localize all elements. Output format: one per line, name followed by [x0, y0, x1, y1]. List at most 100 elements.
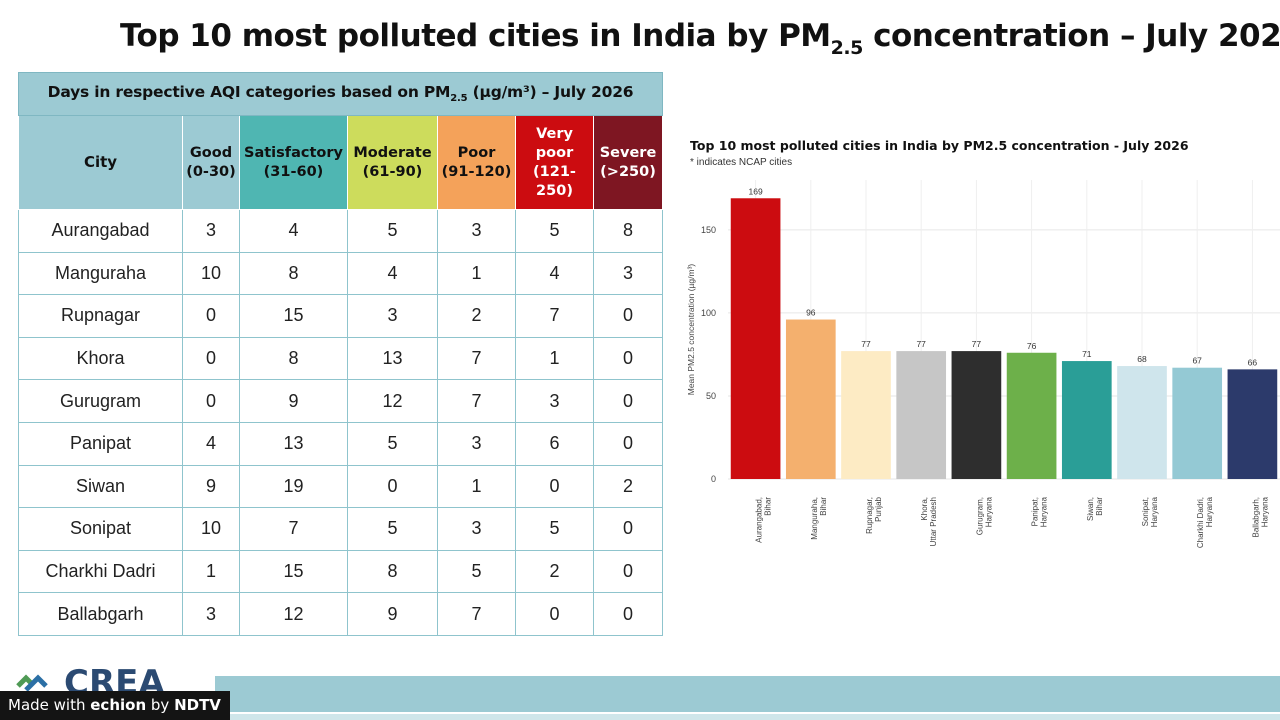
crea-logo-mark-icon — [16, 674, 48, 692]
header-good: Good (0-30) — [182, 115, 240, 210]
city-cell: Manguraha — [18, 251, 183, 296]
bar-value-label: 77 — [916, 339, 926, 349]
days-cell-moderate: 0 — [347, 464, 438, 509]
table-row: Charkhi Dadri 1 15 8 5 2 0 — [18, 549, 664, 594]
header-label: Very poor — [535, 125, 574, 161]
x-tick-label-line: Aurangabad, — [755, 497, 764, 543]
header-severe: Severe (>250) — [592, 115, 664, 210]
days-cell-good: 1 — [182, 549, 240, 594]
x-tick-label-line: Sonipat, — [1141, 497, 1150, 526]
header-range: (>250) — [600, 163, 656, 180]
table-row: Gurugram 0 9 12 7 3 0 — [18, 379, 664, 423]
y-axis-label: Mean PM2.5 concentration (µg/m³) — [686, 264, 696, 396]
days-cell-very-poor: 6 — [515, 421, 594, 466]
days-cell-severe: 8 — [592, 209, 664, 253]
table-caption: Days in respective AQI categories based … — [17, 72, 664, 116]
city-cell: Rupnagar — [18, 294, 183, 338]
bar-value-label: 66 — [1248, 357, 1258, 367]
days-cell-satisfactory: 15 — [239, 549, 348, 594]
days-cell-poor: 2 — [437, 294, 516, 338]
header-very-poor: Very poor (121-250) — [515, 115, 594, 210]
days-cell-very-poor: 0 — [515, 592, 594, 636]
chart-subtitle: * indicates NCAP cities — [690, 157, 793, 168]
days-cell-moderate: 4 — [347, 251, 438, 296]
x-tick-label-line: Rupnagar, — [865, 497, 874, 534]
days-cell-very-poor: 2 — [515, 549, 594, 594]
city-cell: Ballabgarh — [18, 592, 183, 636]
days-cell-satisfactory: 15 — [239, 294, 348, 338]
x-tick-label-line: Haryana — [1150, 496, 1159, 527]
x-tick-label-line: Ballabgarh, — [1251, 497, 1260, 537]
x-tick-label-line: Haryana — [984, 496, 993, 527]
header-satisfactory: Satisfactory (31-60) — [239, 115, 348, 210]
bar-value-label: 77 — [972, 339, 982, 349]
header-city: City — [18, 115, 183, 210]
days-cell-satisfactory: 9 — [239, 379, 348, 423]
y-tick-label: 0 — [711, 474, 716, 484]
days-cell-poor: 7 — [437, 336, 516, 381]
table-row: Manguraha 10 8 4 1 4 3 — [18, 251, 664, 296]
days-cell-poor: 7 — [437, 592, 516, 636]
city-cell: Panipat — [18, 421, 183, 466]
days-cell-good: 0 — [182, 294, 240, 338]
days-cell-very-poor: 5 — [515, 507, 594, 551]
aqi-days-table: Days in respective AQI categories based … — [17, 72, 664, 636]
table-row: Aurangabad 3 4 5 3 5 8 — [18, 209, 664, 253]
days-cell-severe: 0 — [592, 507, 664, 551]
pm25-bar-chart: 0 50 100 150 Mean PM2.5 concentration (µg/m³… — [686, 180, 1280, 548]
x-tick-label: Ballabgarh, Haryana — [1251, 496, 1269, 537]
days-cell-moderate: 5 — [347, 209, 438, 253]
days-cell-satisfactory: 8 — [239, 251, 348, 296]
days-cell-poor: 1 — [437, 251, 516, 296]
header-poor: Poor (91-120) — [437, 115, 516, 210]
x-tick-label-line: Haryana — [1260, 496, 1269, 527]
bar-value-label: 169 — [749, 186, 763, 196]
bar-value-label: 76 — [1027, 341, 1037, 351]
bar-value-label: 96 — [806, 308, 816, 318]
days-cell-severe: 0 — [592, 379, 664, 423]
bar-8 — [1172, 367, 1223, 479]
x-tick-label: Khora, Uttar Pradesh — [920, 497, 938, 546]
days-cell-severe: 0 — [592, 592, 664, 636]
bar-value-label: 67 — [1192, 356, 1202, 366]
days-cell-good: 9 — [182, 464, 240, 509]
days-cell-moderate: 12 — [347, 379, 438, 423]
days-cell-good: 3 — [182, 209, 240, 253]
bar-value-label: 71 — [1082, 349, 1092, 359]
city-cell: Gurugram — [18, 379, 183, 423]
footer-band — [215, 676, 1280, 712]
days-cell-satisfactory: 13 — [239, 421, 348, 466]
bar-5 — [1006, 352, 1057, 479]
days-cell-satisfactory: 7 — [239, 507, 348, 551]
days-cell-poor: 7 — [437, 379, 516, 423]
header-range: (0-30) — [186, 163, 236, 180]
table-header-row: City Good (0-30) Satisfactory (31-60) Moderat… — [18, 115, 664, 210]
days-cell-poor: 1 — [437, 464, 516, 509]
echion-watermark: Made with echion by NDTV — [0, 691, 230, 720]
bar-value-label: 77 — [861, 339, 871, 349]
days-cell-poor: 3 — [437, 209, 516, 253]
y-tick-label: 100 — [701, 308, 716, 318]
days-cell-moderate: 13 — [347, 336, 438, 381]
x-tick-label-line: Khora, — [920, 497, 929, 521]
days-cell-good: 3 — [182, 592, 240, 636]
days-cell-very-poor: 4 — [515, 251, 594, 296]
x-tick-label: Manguraha, Bihar — [810, 497, 828, 540]
bar-4 — [951, 351, 1002, 479]
city-cell: Charkhi Dadri — [18, 549, 183, 594]
days-cell-satisfactory: 19 — [239, 464, 348, 509]
days-cell-severe: 2 — [592, 464, 664, 509]
city-cell: Aurangabad — [18, 209, 183, 253]
header-range: (121-250) — [533, 163, 576, 199]
days-cell-good: 10 — [182, 507, 240, 551]
x-tick-label: Panipat, Haryana — [1031, 496, 1049, 527]
table-row: Ballabgarh 3 12 9 7 0 0 — [18, 592, 664, 636]
days-cell-good: 4 — [182, 421, 240, 466]
x-tick-label: Rupnagar, Punjab — [865, 496, 883, 533]
x-tick-label-line: Punjab — [874, 496, 883, 521]
bar-6 — [1061, 361, 1112, 479]
header-label: Severe — [599, 144, 657, 161]
days-cell-very-poor: 5 — [515, 209, 594, 253]
x-tick-label-line: Bihar — [1095, 497, 1104, 516]
bar-7 — [1117, 366, 1167, 479]
